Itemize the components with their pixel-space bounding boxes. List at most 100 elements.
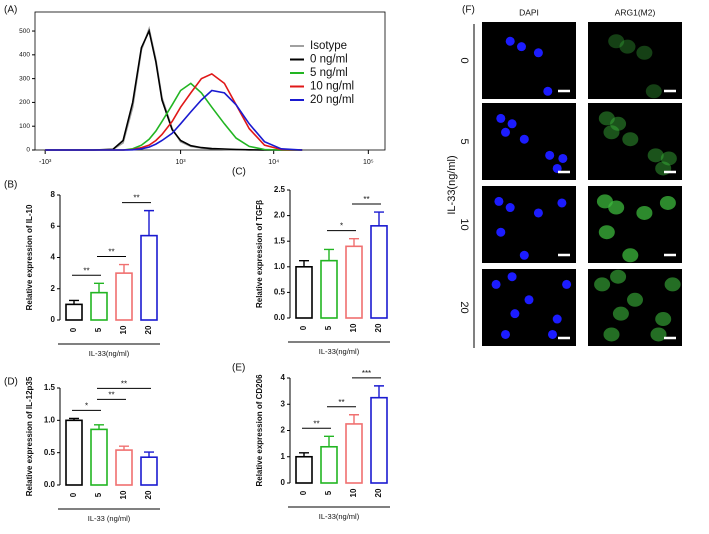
error-bar [324, 435, 334, 447]
nucleus [501, 127, 510, 137]
cell-stain [636, 205, 653, 220]
cell-stain [619, 39, 636, 54]
bar [295, 265, 313, 319]
nucleus [533, 48, 543, 58]
significance-label: ** [108, 391, 114, 400]
significance-label: ** [313, 419, 319, 428]
micrograph [482, 22, 576, 99]
category-label: 0 [299, 325, 308, 330]
y-tick-label: 200 [19, 99, 30, 106]
cell-stain [655, 312, 672, 327]
nucleus [552, 163, 562, 173]
category-label: 10 [119, 490, 128, 499]
y-tick-label: 8 [51, 190, 56, 199]
error-bar [374, 211, 384, 226]
y-tick-label: 0 [26, 147, 30, 154]
nucleus [505, 203, 515, 213]
error-bar [144, 209, 154, 236]
nucleus [519, 250, 529, 260]
legend-label: 20 ng/ml [310, 94, 354, 106]
micrograph [588, 22, 682, 99]
error-bar [349, 237, 359, 247]
legend-label: 10 ng/ml [310, 81, 354, 93]
y-tick-label: 500 [19, 28, 30, 35]
cell-stain [610, 116, 627, 131]
bar [65, 419, 83, 486]
error-bar [69, 417, 79, 421]
bar [370, 225, 388, 319]
cell-stain [598, 111, 615, 126]
error-bar [94, 282, 104, 293]
cell-stain [636, 45, 653, 60]
cell-stain [603, 327, 620, 342]
significance-label: ** [83, 266, 89, 275]
category-label: 10 [119, 325, 128, 334]
nucleus [558, 153, 568, 163]
row-label: 0 [458, 57, 470, 63]
nucleus [524, 295, 534, 305]
y-tick-label: 100 [19, 123, 30, 130]
y-tick-label: 3 [281, 399, 286, 408]
significance-label: ** [133, 194, 139, 203]
significance-label: * [340, 222, 343, 231]
y-tick-label: 0 [281, 478, 286, 487]
x-axis-label: IL-33(ng/ml) [319, 512, 360, 521]
y-tick-label: 0.0 [274, 313, 286, 322]
nucleus [491, 279, 501, 289]
nucleus [501, 329, 510, 339]
nucleus [552, 314, 562, 324]
nucleus [505, 36, 515, 46]
nucleus [494, 196, 504, 206]
significance-label: ** [363, 195, 369, 204]
legend-label: Isotype [310, 40, 347, 52]
panel-label: (F) [462, 5, 475, 16]
nucleus [557, 198, 567, 208]
significance-label: ** [121, 380, 127, 389]
category-label: 5 [324, 490, 333, 495]
significance-label: ** [108, 248, 114, 257]
error-bar [119, 445, 129, 451]
micrograph [482, 103, 576, 180]
cell-stain [594, 277, 611, 292]
significance-label: * [85, 402, 88, 411]
nucleus [519, 134, 529, 144]
cell-stain [612, 306, 629, 321]
bar [320, 259, 338, 319]
cell-stain [608, 34, 625, 49]
cell-stain [650, 327, 667, 342]
bar [90, 428, 108, 486]
y-tick-label: 2 [51, 284, 56, 293]
y-tick-label: 2 [281, 426, 286, 435]
cell-stain [647, 148, 664, 163]
bar [140, 234, 158, 321]
y-axis-label: Relative expression of IL-10 [25, 204, 34, 310]
bar [345, 245, 363, 319]
error-bar [324, 248, 334, 261]
cell-stain [664, 277, 681, 292]
category-label: 10 [349, 323, 358, 332]
nucleus [543, 86, 553, 96]
y-axis-label: Relative expression of IL-12p35 [25, 376, 34, 496]
cell-stain [645, 84, 662, 99]
error-bar [374, 385, 384, 398]
error-bar [349, 414, 359, 424]
row-axis-label: IL-33(ng/ml) [446, 155, 458, 214]
category-label: 20 [144, 325, 153, 334]
nucleus [496, 113, 506, 123]
y-tick-label: 0.5 [274, 288, 286, 297]
y-tick-label: 0.5 [44, 448, 56, 457]
category-label: 5 [94, 492, 103, 497]
y-tick-label: 6 [51, 221, 56, 230]
panel-label: (E) [232, 363, 245, 374]
bar [65, 303, 83, 321]
y-tick-label: 2.0 [274, 211, 286, 220]
row-label: 20 [458, 301, 470, 313]
error-bar [69, 299, 79, 305]
category-label: 0 [69, 327, 78, 332]
plot-frame [34, 11, 386, 151]
nucleus [562, 279, 572, 289]
x-tick-label: 10⁵ [363, 159, 374, 166]
cell-stain [660, 151, 677, 166]
x-tick-label: -10³ [39, 159, 52, 166]
